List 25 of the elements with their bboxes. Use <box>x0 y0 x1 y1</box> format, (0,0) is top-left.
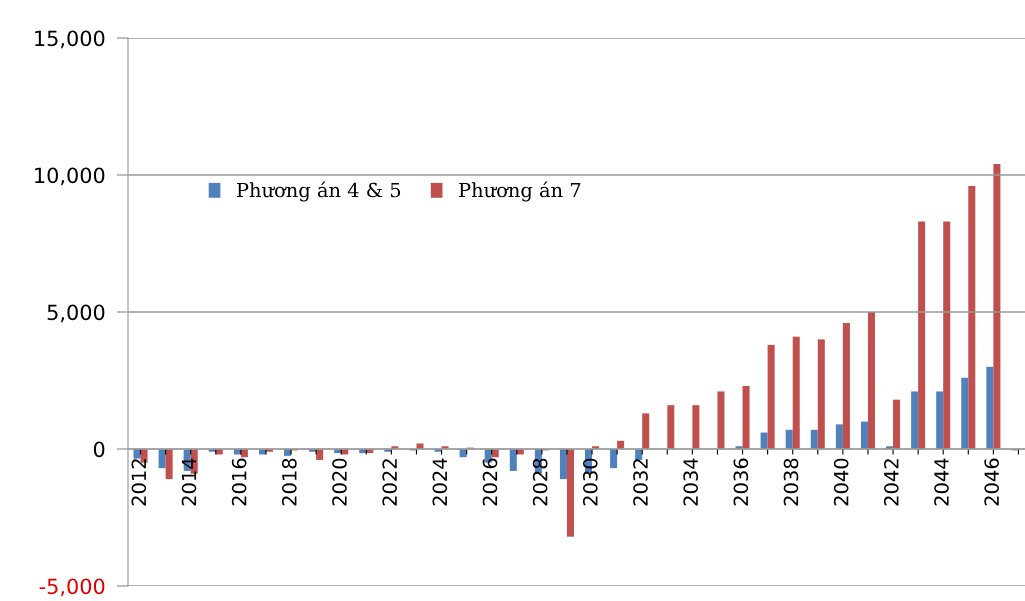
x-tick-label: 2028 <box>532 458 548 506</box>
x-tick-label: 2024 <box>432 458 448 506</box>
y-tick-label: 0 <box>93 441 105 458</box>
x-tick-label: 2012 <box>131 459 147 506</box>
x-tick-label: 2040 <box>833 458 849 506</box>
x-tick-label: 2016 <box>231 458 247 506</box>
x-tick-label: 2032 <box>633 459 648 506</box>
y-tick-label: 5,000 <box>47 304 105 323</box>
x-tick-label: 2022 <box>382 459 398 506</box>
x-tick-label: 2034 <box>683 458 699 506</box>
x-tick-label: 2020 <box>332 458 347 506</box>
y-tick-label: -5,000 <box>39 578 105 597</box>
x-tick-label: 2038 <box>783 458 799 506</box>
x-tick-label: 2014 <box>181 458 197 506</box>
y-tick-label: 15,000 <box>35 30 105 49</box>
y-tick-label: 10,000 <box>35 167 105 186</box>
legend-label: Phương án 7 <box>459 181 581 202</box>
x-tick-label: 2018 <box>281 458 297 506</box>
legend-label: Phương án 4 & 5 <box>237 181 401 202</box>
x-tick-label: 2030 <box>582 458 598 506</box>
x-tick-label: 2046 <box>984 458 1000 506</box>
x-tick-label: 2036 <box>733 458 749 506</box>
x-tick-label: 2026 <box>482 458 498 506</box>
x-tick-label: 2042 <box>883 459 899 506</box>
x-tick-label: 2044 <box>934 458 949 506</box>
